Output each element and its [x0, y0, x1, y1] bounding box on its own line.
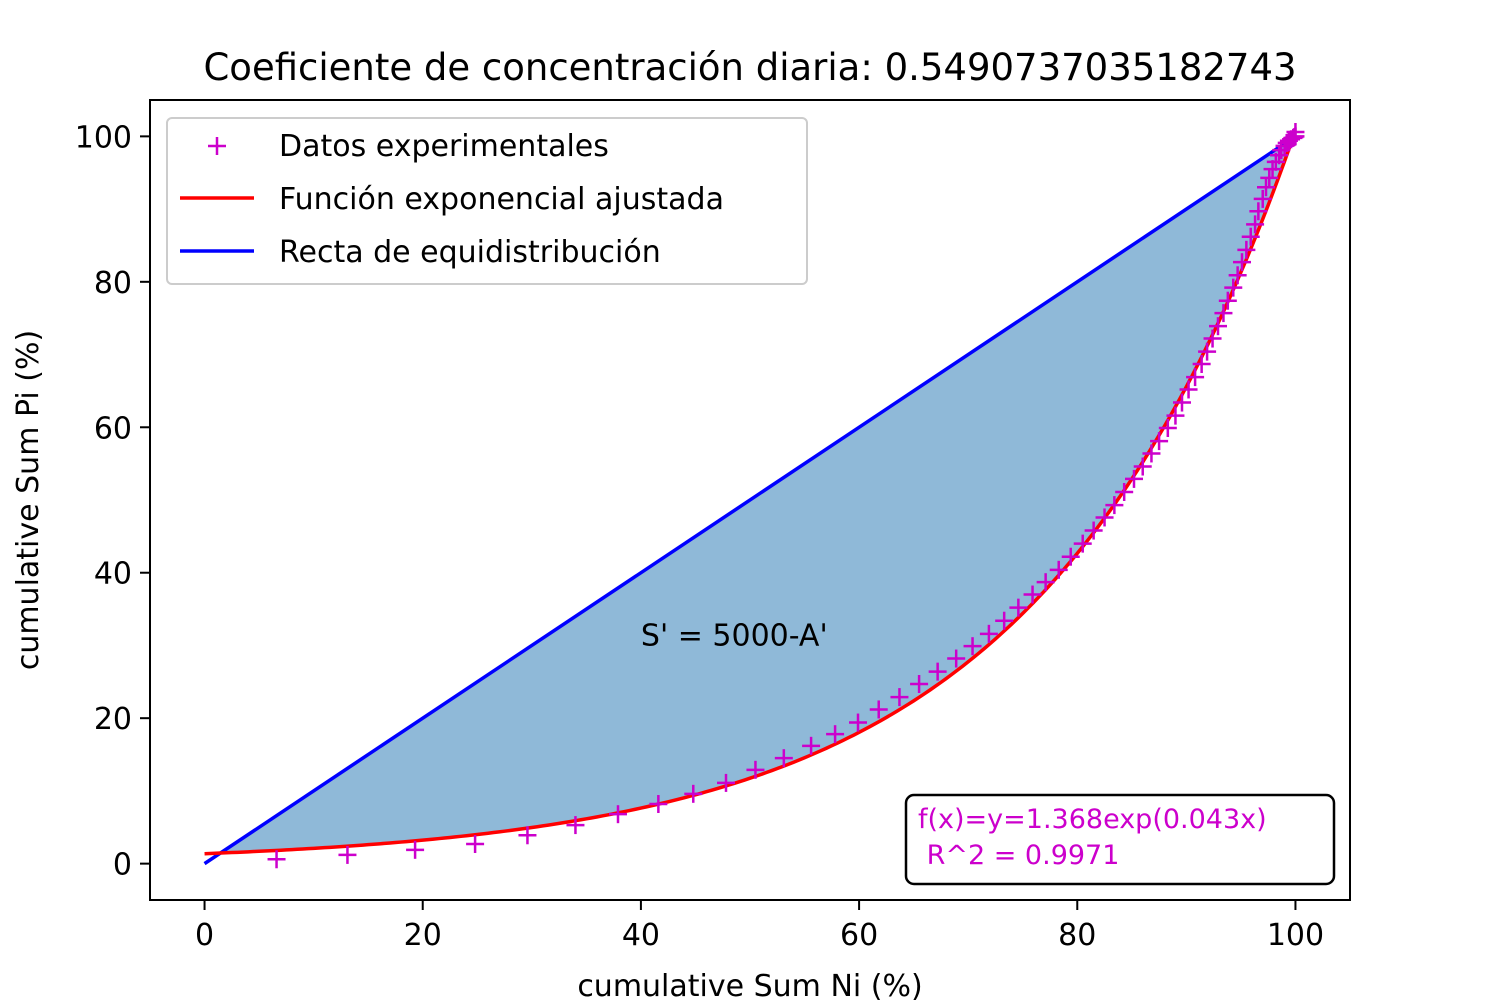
data-point — [1257, 178, 1275, 197]
x-tick-label: 0 — [195, 918, 214, 953]
data-point — [849, 713, 867, 732]
data-point — [979, 624, 998, 643]
x-tick-label: 80 — [1058, 918, 1096, 953]
data-point — [995, 611, 1014, 630]
data-point — [1125, 469, 1143, 488]
data-point — [869, 700, 888, 719]
data-point — [1249, 202, 1268, 221]
data-point — [1105, 496, 1124, 515]
legend-frame — [166, 117, 808, 285]
data-point — [1209, 317, 1227, 336]
fit-equation: f(x)=y=1.368exp(0.043x) — [918, 804, 1267, 835]
data-point — [1173, 393, 1191, 412]
data-point — [826, 725, 845, 744]
y-tick-label: 60 — [94, 411, 132, 446]
data-point — [566, 816, 585, 835]
data-point — [1036, 573, 1055, 592]
data-point — [338, 845, 357, 864]
legend: Datos experimentales Función exponencial… — [166, 117, 808, 285]
data-point — [910, 675, 929, 693]
data-point — [1142, 444, 1161, 463]
data-point — [1166, 406, 1185, 425]
data-point — [609, 805, 627, 824]
data-point — [684, 784, 703, 803]
data-point — [466, 835, 485, 853]
chart-title: Coeficiente de concentración diaria: 0.5… — [203, 46, 1296, 89]
data-point — [1282, 130, 1301, 149]
data-point — [1133, 457, 1152, 476]
data-point — [1203, 329, 1222, 348]
legend-marker-datos-experimentales — [208, 137, 226, 155]
data-point — [1095, 508, 1114, 527]
fit-box-frame — [904, 793, 1336, 886]
data-point — [1115, 483, 1134, 501]
data-point — [1179, 380, 1198, 399]
data-point — [1246, 215, 1265, 234]
data-point — [267, 850, 286, 869]
data-point — [1186, 368, 1205, 387]
x-axis-label: cumulative Sum Ni (%) — [577, 969, 922, 1000]
area-annotation: S' = 5000-A' — [641, 618, 828, 653]
data-point — [1241, 227, 1260, 246]
legend-plus-marker — [208, 137, 226, 155]
data-point — [1084, 521, 1103, 540]
y-tick-label: 100 — [75, 120, 132, 155]
x-tick-label: 100 — [1267, 918, 1324, 953]
data-point — [802, 736, 821, 755]
equidistribution-line — [203, 134, 1297, 866]
data-point — [1263, 160, 1282, 179]
data-point — [1214, 304, 1233, 323]
data-point — [717, 773, 735, 792]
data-point — [1253, 189, 1272, 208]
legend-label-datos-experimentales: Datos experimentales — [279, 129, 609, 164]
data-point — [1224, 278, 1243, 297]
data-point — [1218, 291, 1237, 310]
data-point — [1192, 355, 1211, 373]
data-point — [1049, 560, 1068, 579]
data-point — [890, 688, 909, 707]
data-point — [1009, 598, 1028, 617]
legend-label-funcion-exponencial: Función exponencial ajustada — [279, 182, 724, 217]
data-point — [1198, 342, 1217, 361]
data-point — [1061, 547, 1080, 566]
data-point — [649, 795, 668, 813]
data-point — [518, 826, 537, 845]
data-point — [1233, 253, 1251, 272]
y-tick-label: 80 — [94, 266, 132, 301]
legend-label-recta-equidistribucion: Recta de equidistribución — [279, 235, 661, 270]
x-tick-label: 40 — [622, 918, 660, 953]
data-point — [928, 662, 947, 681]
data-point — [1073, 534, 1092, 553]
data-point — [774, 749, 793, 768]
y-tick-label: 0 — [113, 848, 132, 883]
fit-box: f(x)=y=1.368exp(0.043x) R^2 = 0.9971 — [904, 793, 1336, 886]
data-point — [746, 760, 765, 779]
y-axis-label: cumulative Sum Pi (%) — [11, 330, 46, 670]
plot-frame — [149, 99, 1351, 901]
y-tick-label: 40 — [94, 557, 132, 592]
y-tick-label: 20 — [94, 702, 132, 737]
data-point — [1260, 168, 1279, 187]
data-point — [1023, 585, 1042, 604]
data-point — [947, 649, 966, 668]
data-point — [1286, 123, 1305, 141]
fit-r-squared: R^2 = 0.9971 — [918, 840, 1119, 871]
data-point — [1237, 240, 1256, 259]
x-tick-label: 20 — [404, 918, 442, 953]
data-point — [406, 840, 425, 859]
data-point — [963, 637, 982, 656]
data-point — [1228, 266, 1247, 285]
x-tick-label: 60 — [840, 918, 878, 953]
data-point — [1150, 432, 1169, 451]
data-point — [1158, 419, 1177, 437]
